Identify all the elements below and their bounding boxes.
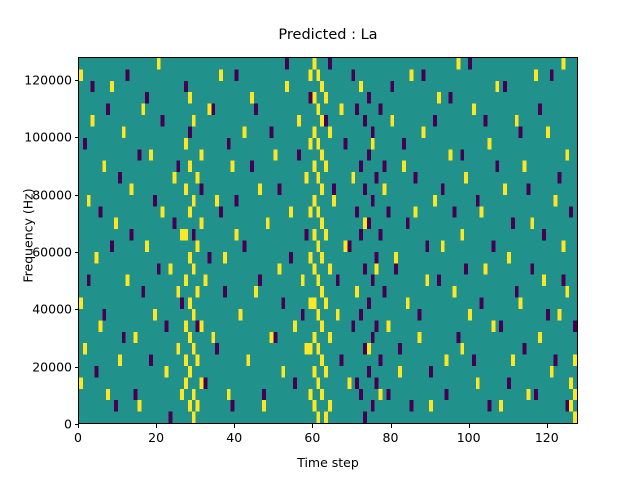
y-tick-mark	[74, 251, 78, 253]
x-axis-label: Time step	[297, 455, 359, 470]
y-tick-label: 80000	[32, 187, 72, 203]
y-tick-label: 20000	[32, 359, 72, 375]
x-tick-label: 120	[534, 430, 559, 445]
x-tick-label: 20	[148, 430, 165, 445]
x-tick-mark	[312, 424, 314, 428]
y-axis-label: Frequency (Hz)	[20, 188, 36, 283]
x-tick-label: 0	[74, 430, 82, 445]
x-tick-label: 100	[456, 430, 481, 445]
heatmap-image	[79, 58, 577, 423]
y-tick-mark	[74, 137, 78, 139]
x-tick-mark	[234, 424, 236, 428]
x-tick-label: 60	[304, 430, 321, 445]
x-tick-mark	[468, 424, 470, 428]
x-tick-mark	[546, 424, 548, 428]
x-tick-mark	[156, 424, 158, 428]
y-tick-mark	[74, 309, 78, 311]
x-tick-label: 40	[226, 430, 243, 445]
y-tick-label: 0	[64, 416, 72, 432]
y-tick-mark	[74, 194, 78, 196]
heatmap-axes[interactable]	[78, 57, 578, 424]
y-tick-label: 120000	[24, 72, 72, 88]
y-tick-mark	[74, 424, 78, 425]
x-tick-mark	[390, 424, 392, 428]
y-tick-label: 60000	[32, 244, 72, 260]
page-title: Predicted : La	[278, 27, 378, 43]
y-tick-mark	[74, 366, 78, 368]
y-tick-label: 100000	[24, 129, 72, 145]
y-tick-mark	[74, 79, 78, 81]
x-tick-label: 80	[382, 430, 399, 445]
y-tick-label: 40000	[32, 301, 72, 317]
x-tick-mark	[78, 424, 79, 428]
